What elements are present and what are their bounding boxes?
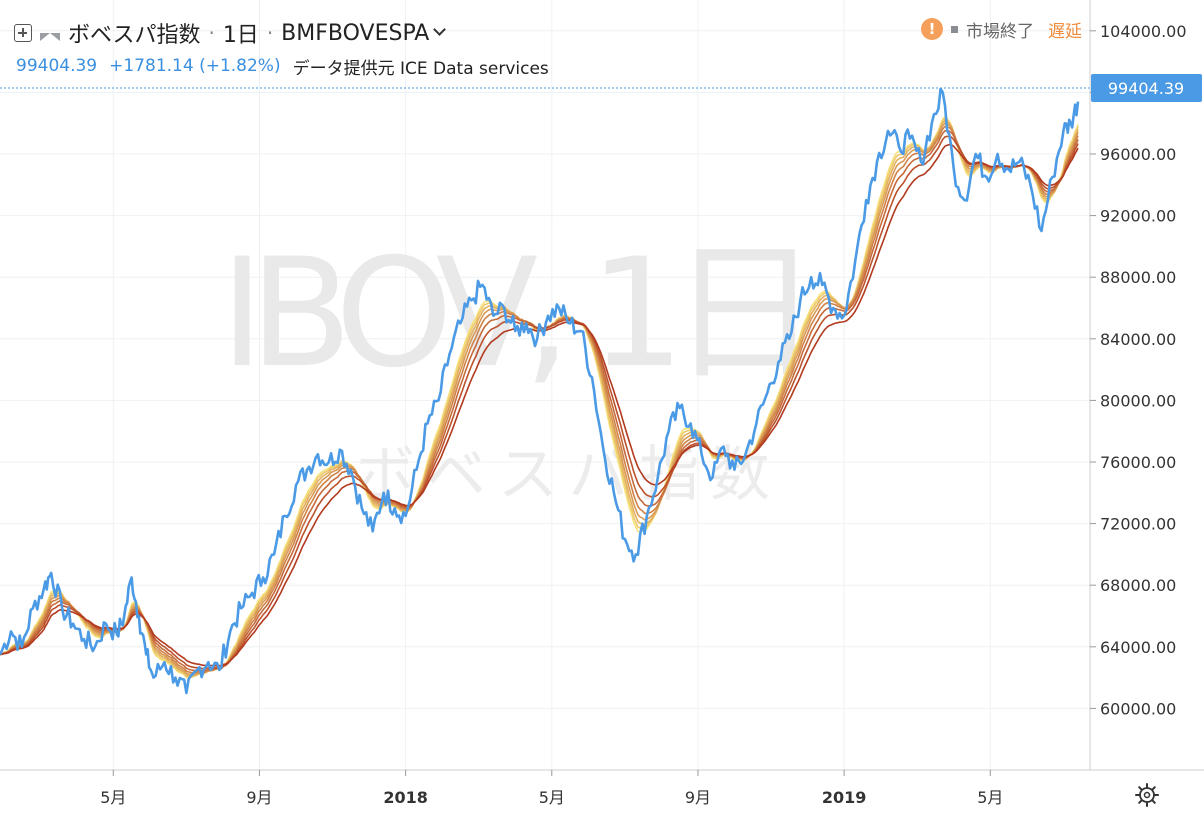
x-tick-label: 5月 bbox=[539, 788, 565, 807]
ema-line bbox=[0, 130, 1079, 672]
y-tick-label: 76000.00 bbox=[1100, 453, 1176, 472]
y-tick-label: 96000.00 bbox=[1100, 145, 1176, 164]
price-axis[interactable]: 104000.00100000.0096000.0092000.0088000.… bbox=[1090, 22, 1187, 719]
y-tick-label: 72000.00 bbox=[1100, 515, 1176, 534]
y-tick-label: 84000.00 bbox=[1100, 330, 1176, 349]
last-price-badge bbox=[1091, 74, 1202, 102]
interval-label[interactable]: 1日 bbox=[222, 23, 259, 48]
grid bbox=[0, 0, 1090, 770]
x-tick-label: 5月 bbox=[100, 788, 126, 807]
symbol-label[interactable]: BMFBOVESPA bbox=[281, 20, 430, 46]
flag-icon bbox=[40, 33, 60, 41]
x-tick-label: 9月 bbox=[246, 788, 272, 807]
data-provider: データ提供元 ICE Data services bbox=[292, 58, 549, 79]
y-tick-label: 80000.00 bbox=[1100, 391, 1176, 410]
time-axis[interactable]: 5月 9月 2018 5月 9月 2019 5月 bbox=[100, 770, 1003, 807]
legend-row-title: ボベスパ指数 · 1日 · BMFBOVESPA bbox=[14, 18, 447, 48]
last-price-value: 99404.39 bbox=[16, 56, 98, 76]
x-tick-label: 2018 bbox=[383, 788, 428, 807]
price-change: +1781.14 (+1.82%) bbox=[109, 56, 281, 76]
watermark-symbol: IBOV, 1日 bbox=[220, 227, 820, 401]
x-tick-label: 5月 bbox=[977, 788, 1003, 807]
ema-line bbox=[0, 135, 1079, 670]
instrument-name: ボベスパ指数 bbox=[68, 23, 201, 48]
price-line[interactable] bbox=[0, 87, 1080, 695]
chevron-down-icon[interactable] bbox=[433, 22, 447, 36]
legend-row-values: 99404.39 +1781.14 (+1.82%) データ提供元 ICE Da… bbox=[16, 54, 549, 79]
last-price-label: 99404.39 bbox=[1108, 79, 1184, 98]
x-tick-label: 2019 bbox=[822, 788, 867, 807]
status-dot-icon bbox=[951, 25, 958, 33]
market-status: ! 市場終了 遅延 bbox=[921, 16, 1082, 42]
y-tick-label: 88000.00 bbox=[1100, 268, 1176, 287]
y-tick-label: 68000.00 bbox=[1100, 576, 1176, 595]
y-tick-label: 64000.00 bbox=[1100, 638, 1176, 657]
separator: · bbox=[208, 21, 215, 45]
separator: · bbox=[266, 21, 274, 45]
gear-icon[interactable] bbox=[1135, 783, 1159, 807]
y-tick-label: 60000.00 bbox=[1100, 699, 1176, 718]
market-status-label: 市場終了 bbox=[966, 21, 1034, 42]
x-tick-label: 9月 bbox=[685, 788, 711, 807]
plus-square-icon[interactable] bbox=[14, 24, 32, 42]
delay-badge: 遅延 bbox=[1048, 21, 1082, 42]
ema-line bbox=[0, 143, 1079, 667]
y-tick-label: 104000.00 bbox=[1100, 22, 1187, 41]
exclamation-circle-icon[interactable]: ! bbox=[921, 18, 943, 40]
y-tick-label: 92000.00 bbox=[1100, 207, 1176, 226]
